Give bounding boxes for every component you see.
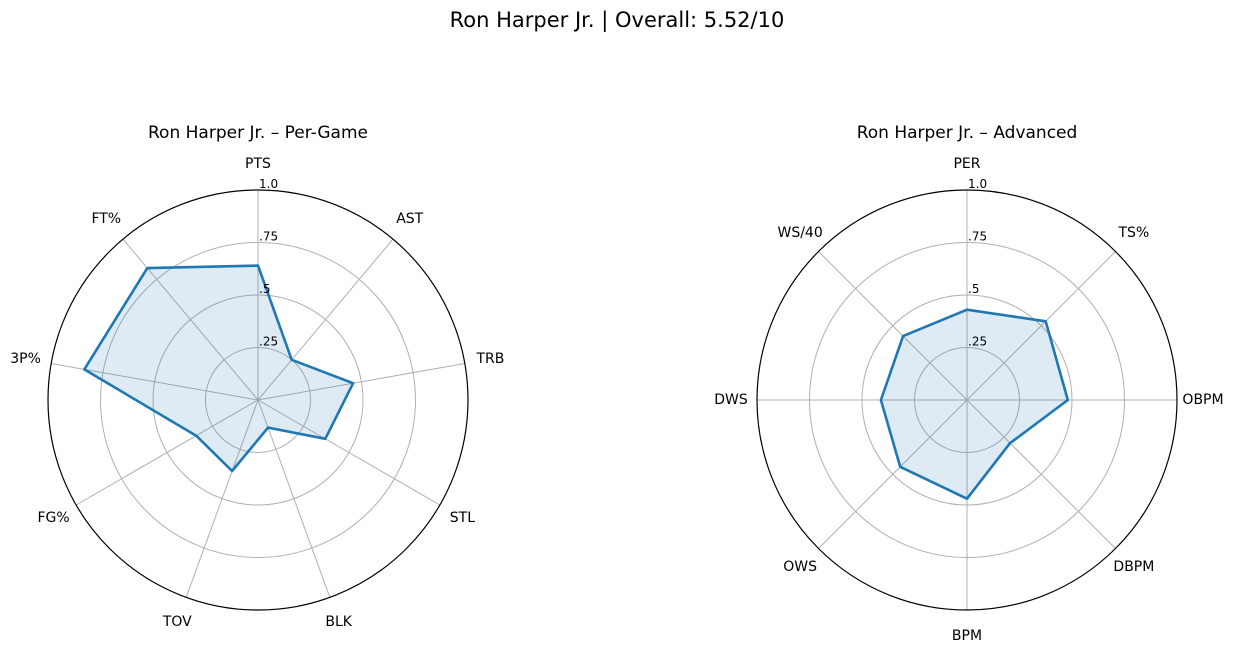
radar-panel-1: Ron Harper Jr. – Per-Game .25 .5 .75 1.0 PTS A… (10, 123, 504, 630)
grid-circle (100, 242, 416, 558)
series-area (880, 309, 1068, 499)
category-label: TOV (162, 614, 192, 630)
category-label: AST (396, 211, 423, 227)
category-label: WS/40 (777, 225, 822, 241)
series-area (84, 265, 354, 471)
series-line (879, 308, 1070, 501)
category-label: PTS (245, 156, 271, 172)
outer-frame (47, 189, 469, 611)
outer-frame (756, 189, 1178, 611)
category-label: FG% (38, 510, 70, 526)
category-label: OWS (783, 559, 817, 575)
category-label: TS% (1118, 225, 1150, 241)
grid-circle (914, 347, 1020, 453)
grid-circle (205, 347, 311, 453)
panel-title: Ron Harper Jr. – Per-Game (148, 123, 368, 143)
radial-tick-label: .25 (968, 335, 987, 349)
series-line (83, 264, 355, 473)
category-label: STL (450, 510, 475, 526)
radial-tick-label: 1.0 (968, 177, 987, 191)
category-label: PER (953, 156, 980, 172)
category-label: TRB (475, 351, 504, 367)
radar-panel-2: Ron Harper Jr. – Advanced .25 .5 .75 1.0 PER T… (714, 123, 1223, 644)
grid-circle (809, 242, 1125, 558)
panel-title: Ron Harper Jr. – Advanced (857, 123, 1078, 143)
radial-tick-label: .25 (259, 335, 278, 349)
figure-title: Ron Harper Jr. | Overall: 5.52/10 (449, 8, 785, 32)
radial-tick-label: 1.0 (259, 177, 278, 191)
category-label: OBPM (1182, 392, 1223, 408)
radial-tick-label: .5 (968, 282, 979, 296)
category-label: 3P% (10, 351, 41, 367)
grid-circle (152, 294, 364, 506)
radial-tick-label: .75 (968, 230, 987, 244)
radial-tick-label: .5 (259, 282, 270, 296)
grid-circle (861, 294, 1073, 506)
category-label: DBPM (1113, 559, 1154, 575)
category-label: BLK (325, 614, 352, 630)
category-label: DWS (714, 392, 748, 408)
category-label: BPM (952, 628, 982, 644)
category-label: FT% (91, 211, 121, 227)
radial-tick-label: .75 (259, 230, 278, 244)
